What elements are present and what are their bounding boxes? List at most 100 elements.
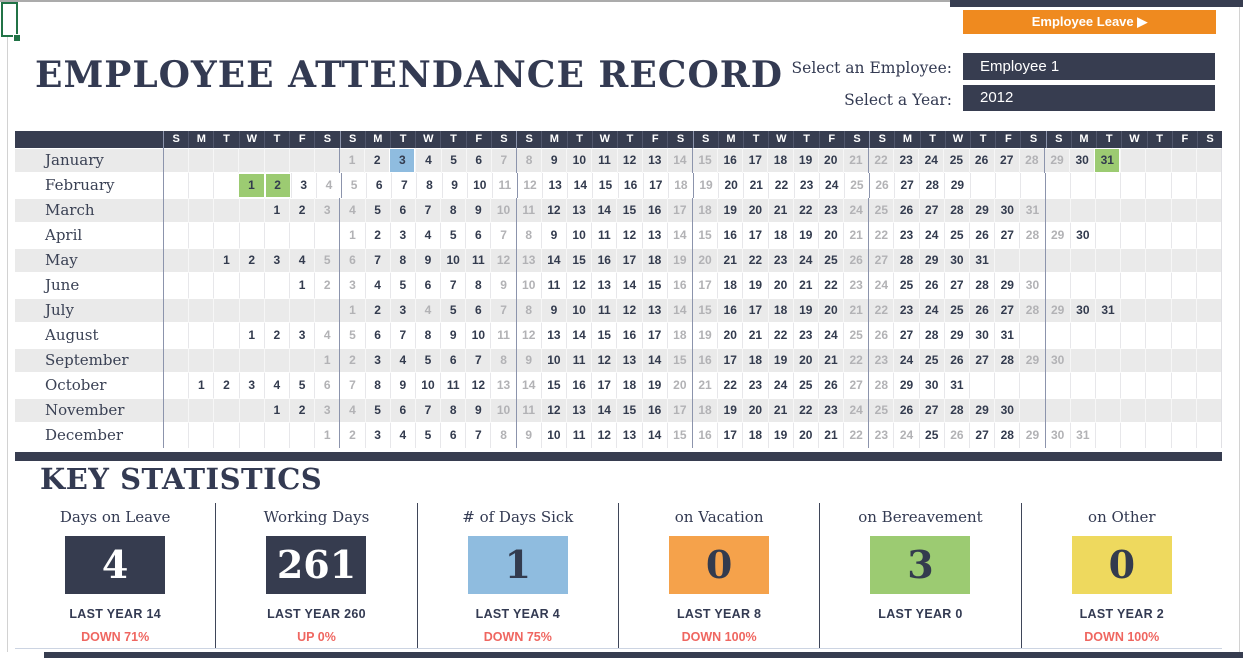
day-cell[interactable]: 15 <box>641 273 667 298</box>
day-cell[interactable]: 4 <box>414 223 440 248</box>
day-cell[interactable]: 15 <box>566 248 591 273</box>
selection-fill-handle[interactable] <box>13 34 21 42</box>
day-cell[interactable] <box>1094 223 1120 248</box>
day-cell[interactable] <box>1195 148 1221 173</box>
day-cell[interactable]: 6 <box>366 173 391 198</box>
day-cell[interactable] <box>313 148 339 173</box>
day-cell[interactable]: 18 <box>767 223 793 248</box>
day-cell[interactable]: 27 <box>843 373 868 398</box>
day-cell[interactable]: 30 <box>1044 423 1070 448</box>
day-cell[interactable]: 18 <box>641 248 667 273</box>
day-cell[interactable]: 17 <box>616 248 641 273</box>
day-cell[interactable]: 7 <box>391 173 416 198</box>
day-cell[interactable]: 27 <box>894 173 919 198</box>
day-cell[interactable]: 16 <box>641 198 667 223</box>
day-cell[interactable]: 1 <box>339 298 364 323</box>
day-cell[interactable]: 11 <box>465 248 490 273</box>
day-cell[interactable]: 26 <box>969 223 994 248</box>
day-cell[interactable]: 2 <box>339 423 364 448</box>
day-cell[interactable]: 29 <box>918 248 944 273</box>
day-cell[interactable]: 19 <box>641 373 667 398</box>
day-cell[interactable]: 8 <box>490 423 515 448</box>
day-cell[interactable] <box>263 348 289 373</box>
day-cell[interactable]: 29 <box>1019 423 1044 448</box>
day-cell[interactable]: 13 <box>591 273 616 298</box>
day-cell[interactable]: 16 <box>717 223 742 248</box>
day-cell[interactable]: 18 <box>742 348 767 373</box>
day-cell[interactable] <box>1019 323 1044 348</box>
day-cell[interactable] <box>288 423 314 448</box>
day-cell[interactable] <box>163 148 188 173</box>
day-cell[interactable]: 30 <box>1069 298 1095 323</box>
day-cell[interactable]: 16 <box>717 148 742 173</box>
day-cell[interactable]: 1 <box>339 223 364 248</box>
day-cell[interactable]: 2 <box>263 323 289 348</box>
day-cell[interactable]: 2 <box>314 273 339 298</box>
day-cell[interactable]: 16 <box>591 248 616 273</box>
day-cell[interactable]: 27 <box>868 248 893 273</box>
day-cell[interactable] <box>288 298 314 323</box>
day-cell[interactable] <box>1170 148 1196 173</box>
year-select[interactable]: 2012 <box>963 85 1215 111</box>
day-cell[interactable]: 25 <box>843 173 869 198</box>
day-cell[interactable] <box>1170 198 1196 223</box>
day-cell[interactable]: 25 <box>918 348 944 373</box>
day-cell[interactable]: 9 <box>465 398 490 423</box>
day-cell[interactable]: 29 <box>1044 298 1070 323</box>
day-cell[interactable]: 12 <box>465 373 490 398</box>
day-cell[interactable]: 9 <box>515 348 541 373</box>
day-cell[interactable]: 20 <box>817 298 843 323</box>
day-cell[interactable]: 12 <box>516 173 542 198</box>
day-cell[interactable] <box>1070 173 1095 198</box>
day-cell[interactable]: 6 <box>465 298 490 323</box>
day-cell[interactable]: 7 <box>465 348 490 373</box>
day-cell[interactable]: 28 <box>994 348 1019 373</box>
day-cell[interactable]: 29 <box>969 398 994 423</box>
day-cell[interactable]: 28 <box>943 198 969 223</box>
day-cell[interactable] <box>188 173 213 198</box>
day-cell[interactable]: 13 <box>490 373 515 398</box>
day-cell[interactable]: 3 <box>364 423 390 448</box>
day-cell[interactable]: 8 <box>515 223 541 248</box>
day-cell[interactable]: 10 <box>540 423 566 448</box>
day-cell[interactable] <box>1195 398 1221 423</box>
day-cell[interactable]: 1 <box>238 323 264 348</box>
day-cell[interactable]: 23 <box>817 198 843 223</box>
day-cell[interactable]: 16 <box>717 298 742 323</box>
day-cell[interactable]: 8 <box>515 148 541 173</box>
day-cell[interactable]: 16 <box>666 273 692 298</box>
day-cell[interactable]: 12 <box>616 298 641 323</box>
day-cell[interactable]: 10 <box>465 323 490 348</box>
day-cell[interactable]: 9 <box>465 198 490 223</box>
day-cell[interactable] <box>1170 248 1196 273</box>
day-cell[interactable]: 11 <box>490 323 515 348</box>
day-cell[interactable]: 31 <box>969 248 994 273</box>
day-cell[interactable]: 7 <box>414 198 440 223</box>
day-cell[interactable]: 31 <box>943 373 969 398</box>
day-cell[interactable]: 21 <box>842 148 868 173</box>
day-cell[interactable]: 8 <box>490 348 515 373</box>
day-cell[interactable]: 31 <box>1019 198 1044 223</box>
day-cell[interactable]: 15 <box>691 298 717 323</box>
day-cell[interactable]: 11 <box>515 198 541 223</box>
day-cell[interactable] <box>314 298 339 323</box>
day-cell[interactable]: 15 <box>591 323 616 348</box>
day-cell[interactable]: 14 <box>666 298 692 323</box>
day-cell[interactable]: 23 <box>893 298 918 323</box>
day-cell[interactable]: 24 <box>767 373 793 398</box>
day-cell[interactable]: 6 <box>440 348 465 373</box>
day-cell[interactable] <box>263 423 289 448</box>
day-cell[interactable]: 17 <box>691 273 717 298</box>
day-cell[interactable]: 14 <box>567 173 592 198</box>
day-cell[interactable]: 23 <box>793 173 819 198</box>
day-cell[interactable]: 6 <box>414 273 440 298</box>
day-cell[interactable]: 18 <box>742 423 767 448</box>
day-cell[interactable]: 15 <box>540 373 566 398</box>
day-cell[interactable] <box>1069 398 1095 423</box>
day-cell[interactable]: 20 <box>742 398 767 423</box>
day-cell[interactable]: 21 <box>717 248 742 273</box>
day-cell[interactable]: 26 <box>943 348 969 373</box>
day-cell[interactable]: 3 <box>238 373 264 398</box>
day-cell[interactable] <box>1195 323 1221 348</box>
day-cell[interactable]: 11 <box>540 273 566 298</box>
